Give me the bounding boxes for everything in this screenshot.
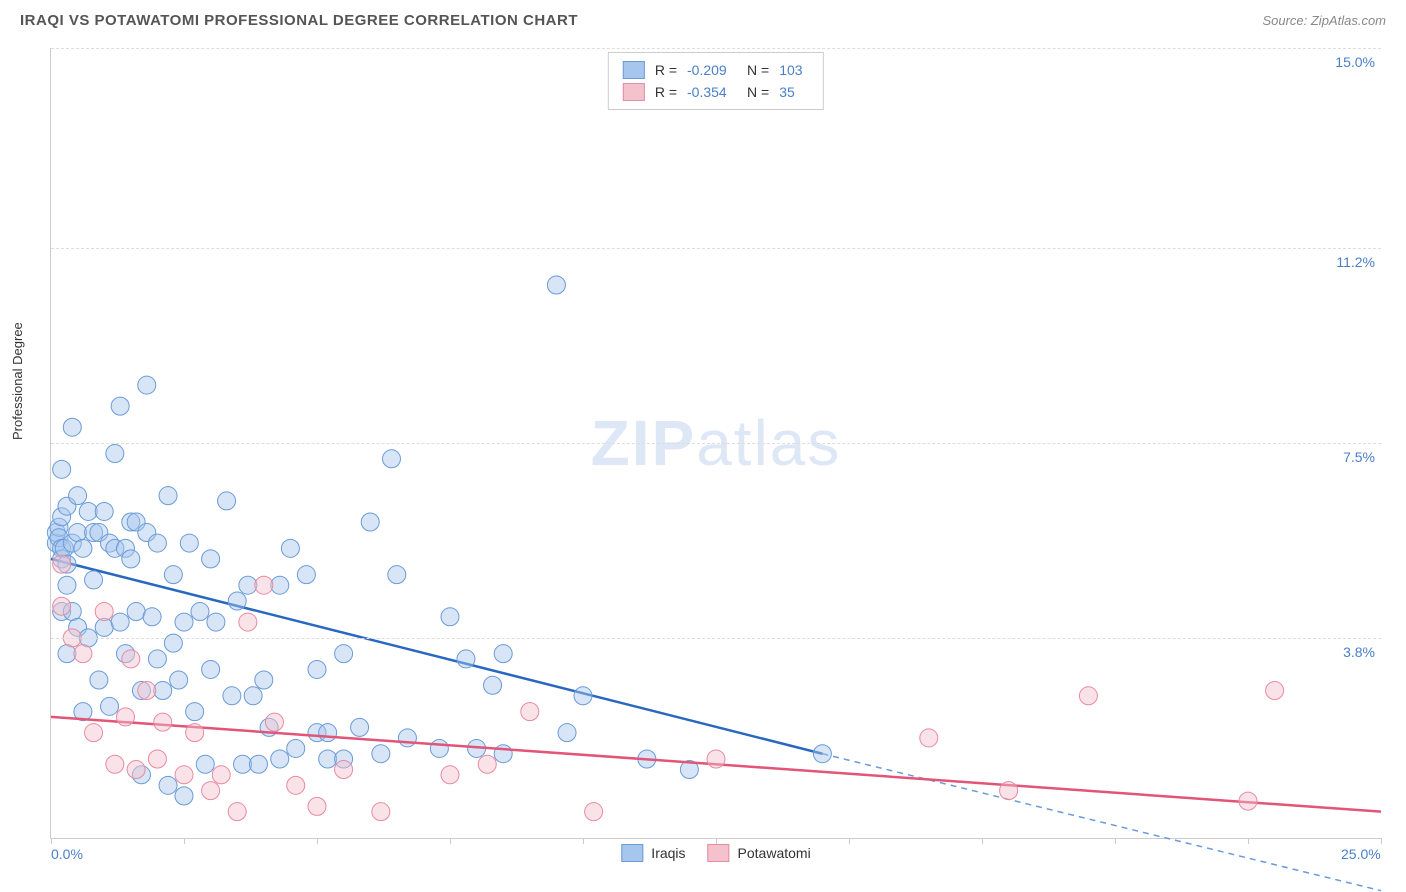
n-value: 103 <box>779 62 809 78</box>
chart-title: IRAQI VS POTAWATOMI PROFESSIONAL DEGREE … <box>20 12 578 29</box>
r-label: R = <box>655 62 677 78</box>
x-tick-mark <box>450 838 451 844</box>
gridline <box>51 443 1381 444</box>
legend-swatch <box>623 83 645 101</box>
x-tick-label: 0.0% <box>51 846 83 862</box>
legend-stats: R = -0.209 N = 103 R = -0.354 N = 35 <box>608 52 824 110</box>
x-tick-mark <box>1115 838 1116 844</box>
x-tick-label: 25.0% <box>1341 846 1381 862</box>
x-tick-mark <box>317 838 318 844</box>
x-tick-mark <box>849 838 850 844</box>
legend-label: Iraqis <box>651 845 685 861</box>
y-tick-label: 7.5% <box>1343 449 1375 465</box>
legend-item: Iraqis <box>621 844 685 862</box>
y-tick-label: 3.8% <box>1343 644 1375 660</box>
legend-swatch <box>621 844 643 862</box>
gridline <box>51 48 1381 49</box>
legend-item: Potawatomi <box>708 844 811 862</box>
legend-label: Potawatomi <box>738 845 811 861</box>
legend-series: Iraqis Potawatomi <box>621 844 810 862</box>
source-label: Source: ZipAtlas.com <box>1262 13 1386 28</box>
n-label: N = <box>747 62 769 78</box>
x-tick-mark <box>51 838 52 844</box>
x-tick-mark <box>583 838 584 844</box>
x-tick-mark <box>1248 838 1249 844</box>
x-tick-mark <box>716 838 717 844</box>
x-tick-mark <box>1381 838 1382 844</box>
legend-swatch <box>623 61 645 79</box>
n-value: 35 <box>779 84 809 100</box>
x-tick-mark <box>982 838 983 844</box>
r-label: R = <box>655 84 677 100</box>
gridline <box>51 248 1381 249</box>
n-label: N = <box>747 84 769 100</box>
r-value: -0.354 <box>687 84 737 100</box>
r-value: -0.209 <box>687 62 737 78</box>
y-tick-label: 11.2% <box>1336 254 1375 270</box>
chart-plot-area: ZIPatlas R =-0.209N =103R =-0.354N =35 I… <box>50 48 1381 839</box>
legend-stat-row: R = -0.209 N = 103 <box>623 59 809 81</box>
legend-stat-row: R = -0.354 N = 35 <box>623 81 809 103</box>
y-tick-label: 15.0% <box>1335 54 1375 70</box>
legend-swatch <box>708 844 730 862</box>
x-tick-mark <box>184 838 185 844</box>
gridline <box>51 638 1381 639</box>
y-axis-label: Professional Degree <box>10 322 25 440</box>
